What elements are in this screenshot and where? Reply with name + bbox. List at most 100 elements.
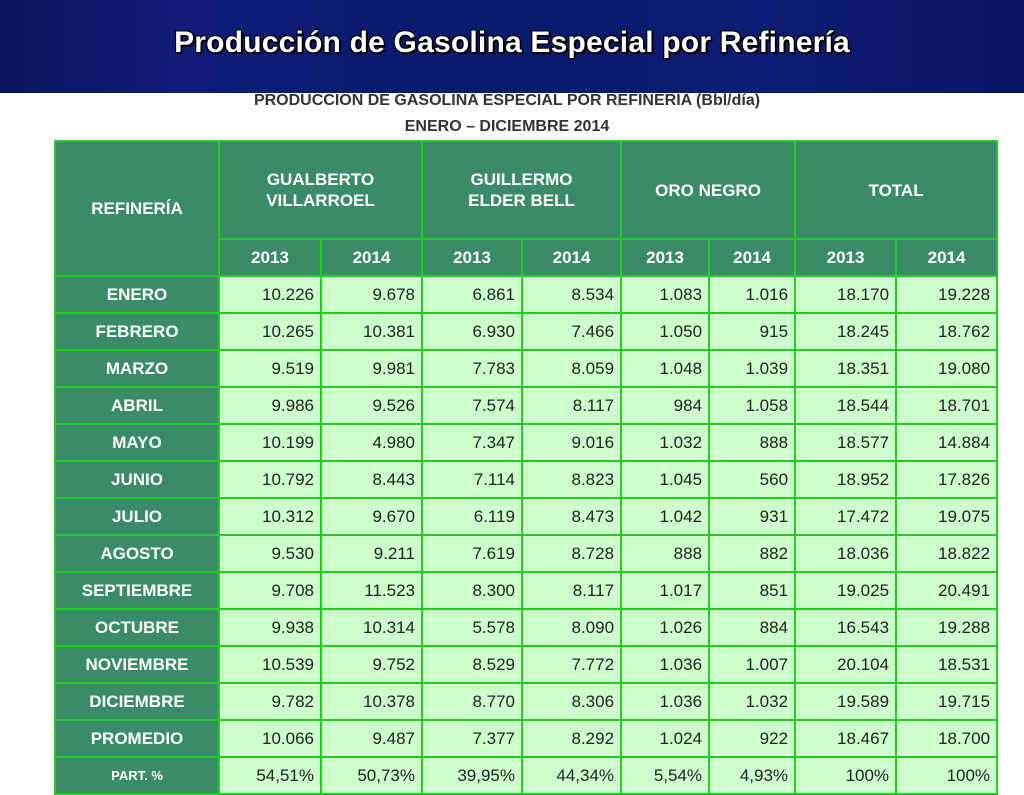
table-cell: 18.822 (895, 534, 999, 573)
table-cell: 1.024 (620, 719, 711, 758)
row-label: ENERO (54, 275, 220, 314)
table-cell: 10.378 (319, 682, 424, 721)
table-cell: 8.443 (319, 460, 424, 499)
group-header-line1: GUALBERTO (266, 170, 375, 189)
table-cell: 8.059 (521, 349, 623, 388)
row-label: JULIO (54, 497, 220, 536)
table-cell: 9.752 (319, 645, 424, 684)
table-cell: 100% (895, 756, 999, 795)
year-header: 2014 (319, 238, 424, 277)
table-cell: 10.539 (218, 645, 322, 684)
group-header-oro-negro: ORO NEGRO (620, 140, 797, 240)
group-header-line1: TOTAL (868, 180, 924, 200)
group-header-line2: ELDER BELL (468, 191, 575, 210)
table-row: DICIEMBRE 9.782 10.378 8.770 8.306 1.036 1.032… (54, 682, 999, 721)
table-cell: 9.986 (218, 386, 322, 425)
table-cell: 1.042 (620, 497, 711, 536)
table-cell: 915 (708, 312, 797, 351)
table-row: ABRIL 9.986 9.526 7.574 8.117 984 1.058 18.544 1… (54, 386, 999, 425)
table-cell: 1.036 (620, 682, 711, 721)
table-cell: 10.314 (319, 608, 424, 647)
table-row: AGOSTO 9.530 9.211 7.619 8.728 888 882 18.036 18… (54, 534, 999, 573)
table-cell: 10.381 (319, 312, 424, 351)
table-cell: 19.228 (895, 275, 999, 314)
table-cell: 20.491 (895, 571, 999, 610)
table-cell: 19.589 (794, 682, 898, 721)
table-cell: 931 (708, 497, 797, 536)
year-header: 2014 (521, 238, 623, 277)
table-cell: 9.487 (319, 719, 424, 758)
group-header-line1: ORO NEGRO (655, 180, 761, 200)
table-cell: 14.884 (895, 423, 999, 462)
year-header: 2014 (895, 238, 999, 277)
slide-title: Producción de Gasolina Especial por Refi… (174, 26, 850, 59)
table-cell: 1.036 (620, 645, 711, 684)
table-row: PART. % 54,51% 50,73% 39,95% 44,34% 5,54% 4,93… (54, 756, 999, 795)
group-header-gualberto: GUALBERTO VILLARROEL (217, 140, 424, 240)
table-cell: 1.017 (620, 571, 711, 610)
row-label: MAYO (54, 423, 220, 462)
table-cell: 8.292 (521, 719, 623, 758)
table-cell: 1.083 (620, 275, 711, 314)
row-label: AGOSTO (54, 534, 220, 573)
table-cell: 8.090 (521, 608, 623, 647)
table-cell: 8.306 (521, 682, 623, 721)
table-row: ENERO 10.226 9.678 6.861 8.534 1.083 1.016 18.1… (54, 275, 999, 314)
year-header: 2013 (421, 238, 524, 277)
table-row: NOVIEMBRE 10.539 9.752 8.529 7.772 1.036 1.007… (54, 645, 999, 684)
table-cell: 100% (794, 756, 898, 795)
table-cell: 9.670 (319, 497, 424, 536)
table-cell: 922 (708, 719, 797, 758)
table-cell: 19.288 (895, 608, 999, 647)
table-cell: 18.531 (895, 645, 999, 684)
table-cell: 7.377 (421, 719, 524, 758)
table-cell: 8.300 (421, 571, 524, 610)
row-label: PROMEDIO (54, 719, 220, 758)
production-table: REFINERÍA GUALBERTO VILLARROEL GUILLERMO… (54, 140, 999, 795)
table-cell: 1.048 (620, 349, 711, 388)
table-cell: 8.823 (521, 460, 623, 499)
table-cell: 4.980 (319, 423, 424, 462)
row-label: OCTUBRE (54, 608, 220, 647)
column-header-refineria: REFINERÍA (54, 140, 220, 277)
table-cell: 17.826 (895, 460, 999, 499)
table-cell: 1.045 (620, 460, 711, 499)
table-cell: 7.466 (521, 312, 623, 351)
table-cell: 1.026 (620, 608, 711, 647)
table-cell: 7.783 (421, 349, 524, 388)
year-header: 2014 (708, 238, 797, 277)
table-cell: 8.117 (521, 386, 623, 425)
table-cell: 9.678 (319, 275, 424, 314)
table-row: JULIO 10.312 9.670 6.119 8.473 1.042 931 17.472… (54, 497, 999, 536)
table-row: SEPTIEMBRE 9.708 11.523 8.300 8.117 1.017 851 1… (54, 571, 999, 610)
table-cell: 8.770 (421, 682, 524, 721)
row-label: NOVIEMBRE (54, 645, 220, 684)
table-cell: 39,95% (421, 756, 524, 795)
table-cell: 1.058 (708, 386, 797, 425)
table-cell: 5,54% (620, 756, 711, 795)
table-row: OCTUBRE 9.938 10.314 5.578 8.090 1.026 884 16.5… (54, 608, 999, 647)
table-cell: 44,34% (521, 756, 623, 795)
table-cell: 54,51% (218, 756, 322, 795)
table-cell: 10.792 (218, 460, 322, 499)
table-cell: 884 (708, 608, 797, 647)
table-cell: 18.701 (895, 386, 999, 425)
table-cell: 10.226 (218, 275, 322, 314)
table-cell: 18.170 (794, 275, 898, 314)
table-cell: 10.312 (218, 497, 322, 536)
group-header-total: TOTAL (794, 140, 999, 240)
table-row: MARZO 9.519 9.981 7.783 8.059 1.048 1.039 18.35… (54, 349, 999, 388)
table-cell: 9.211 (319, 534, 424, 573)
table-cell: 10.265 (218, 312, 322, 351)
table-period: ENERO – DICIEMBRE 2014 (404, 118, 610, 135)
table-cell: 9.519 (218, 349, 322, 388)
row-label: DICIEMBRE (54, 682, 220, 721)
year-header: 2013 (218, 238, 322, 277)
table-cell: 19.025 (794, 571, 898, 610)
table-cell: 8.534 (521, 275, 623, 314)
table-cell: 851 (708, 571, 797, 610)
table-row: MAYO 10.199 4.980 7.347 9.016 1.032 888 18.577 1… (54, 423, 999, 462)
row-label: FEBRERO (54, 312, 220, 351)
table-cell: 5.578 (421, 608, 524, 647)
table-cell: 882 (708, 534, 797, 573)
